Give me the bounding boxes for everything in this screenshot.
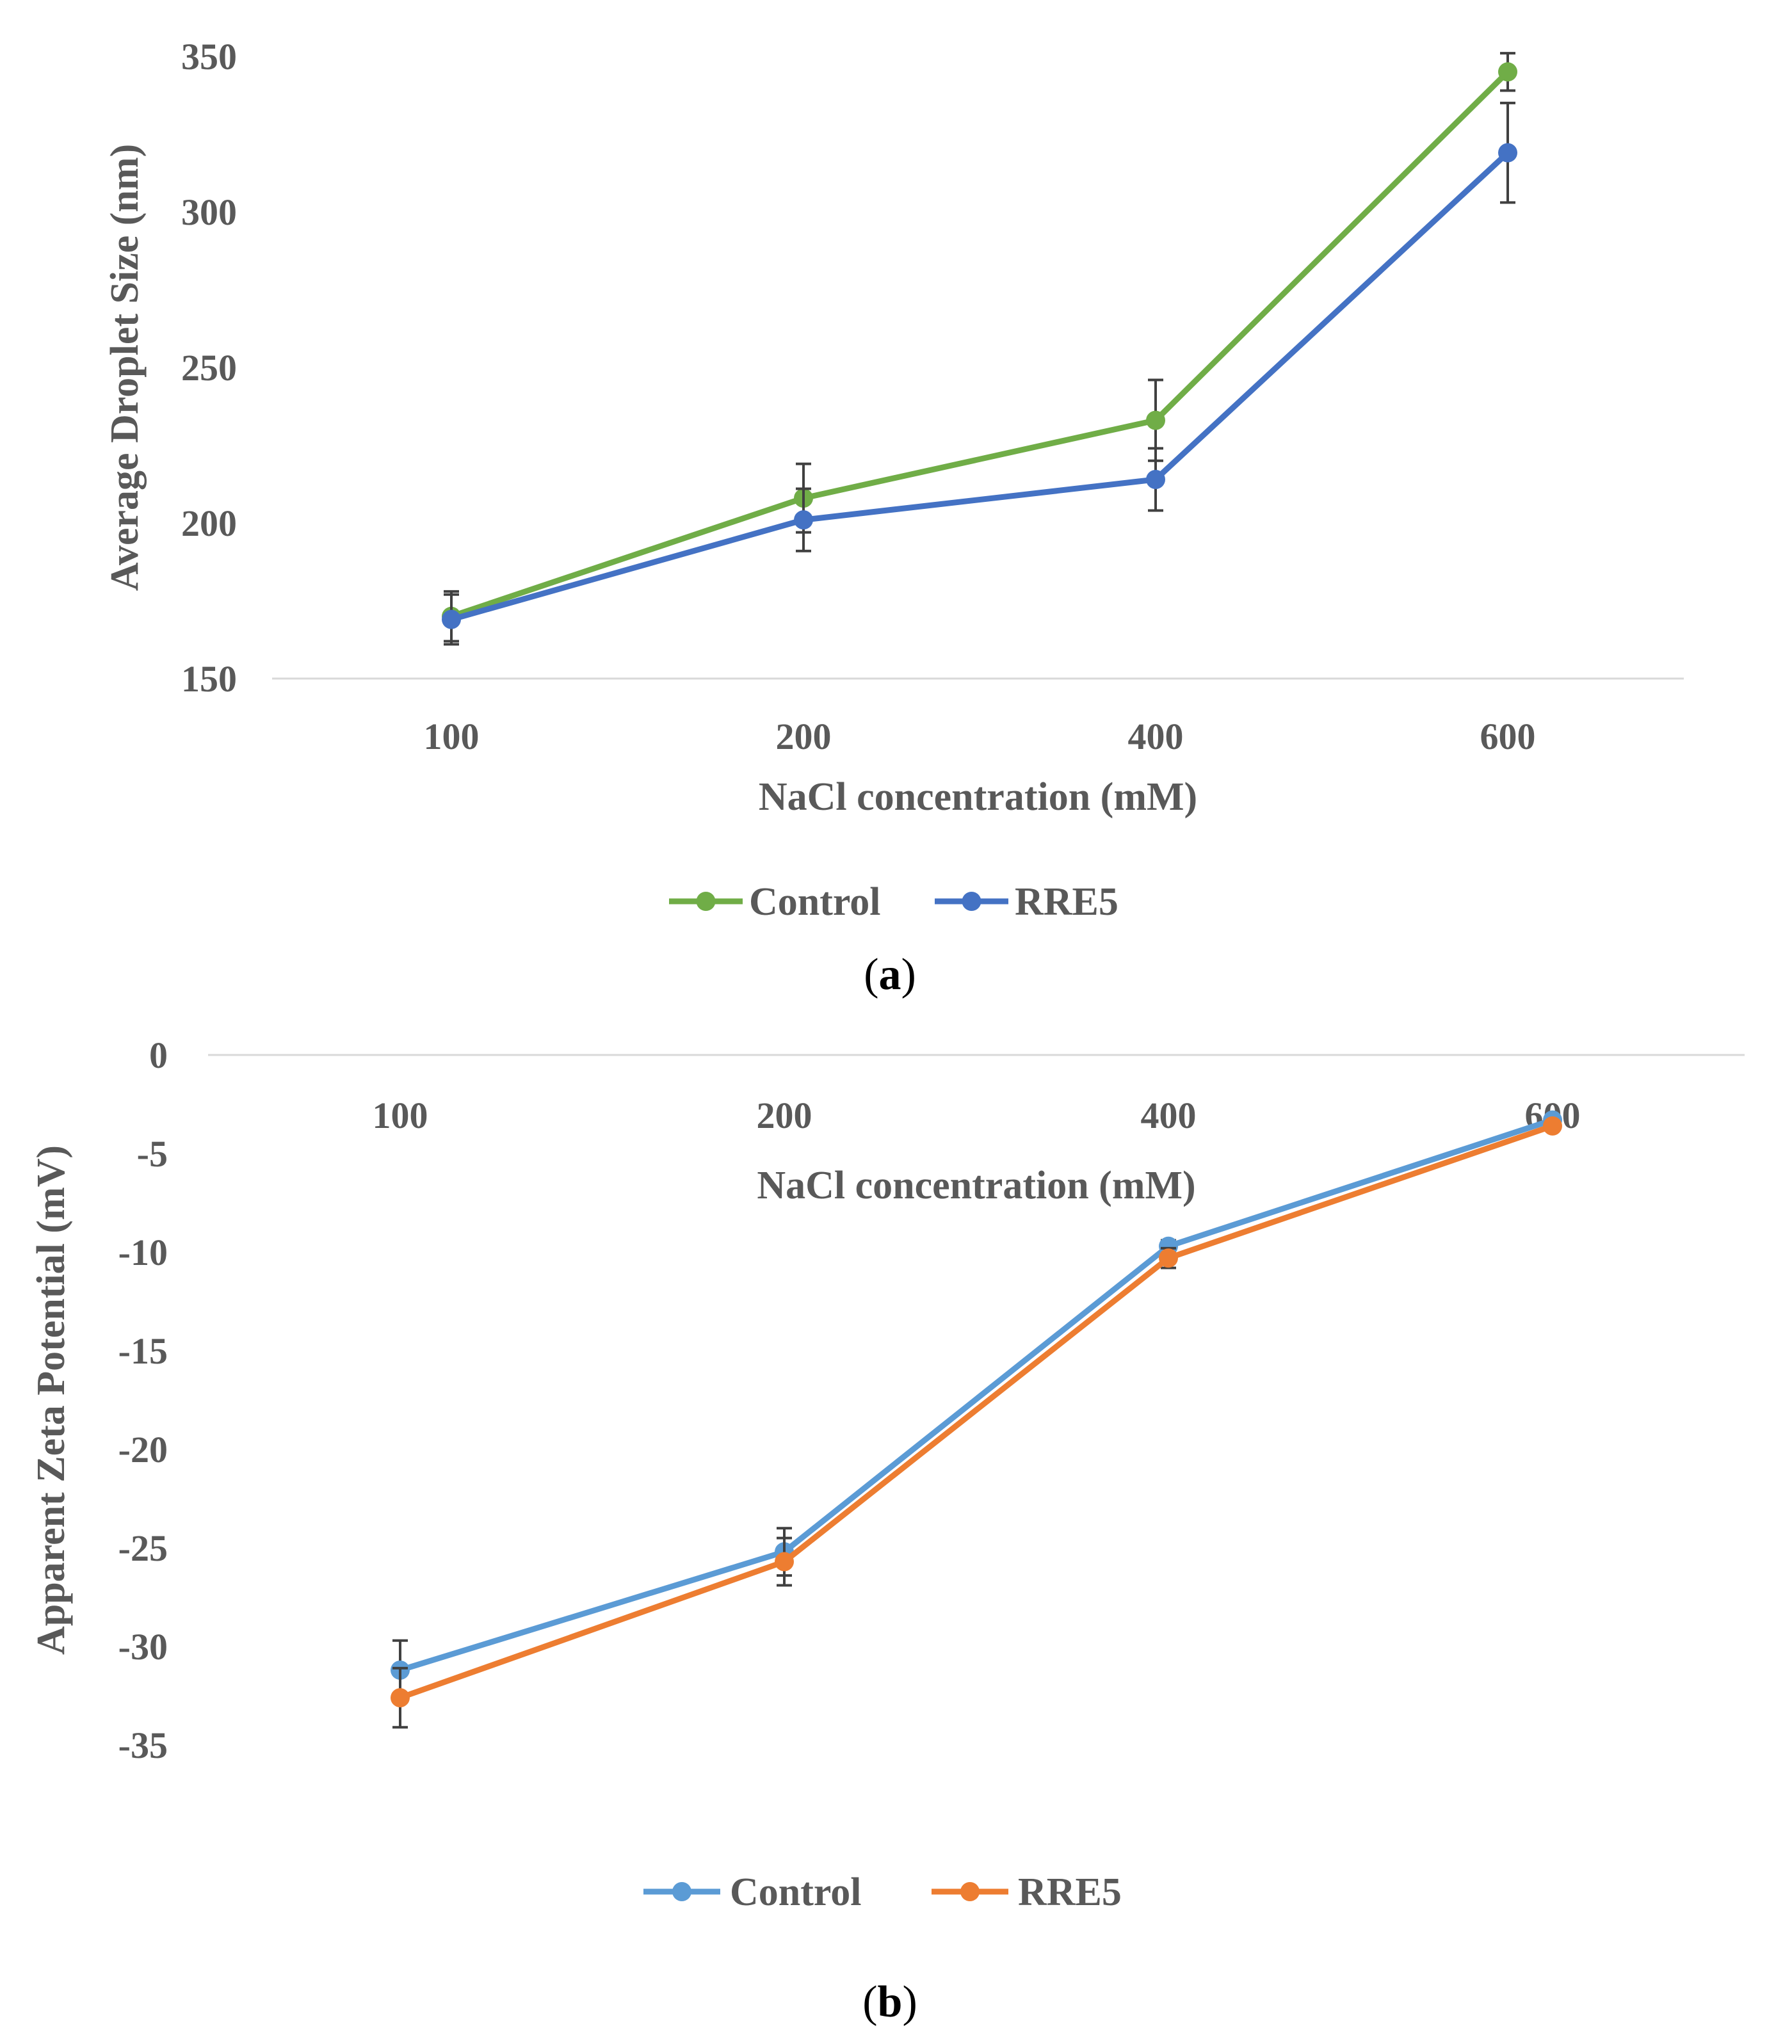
- legend-label: RRE5: [1018, 1871, 1122, 1914]
- data-point: [1543, 1116, 1562, 1136]
- x-tick-label: 200: [776, 716, 832, 757]
- x-tick-label: 100: [373, 1095, 428, 1136]
- legend-marker: [960, 1882, 980, 1901]
- y-tick-label: -30: [118, 1626, 168, 1668]
- series-rre5: [442, 101, 1517, 646]
- y-axis-title: Average Droplet Size (nm): [103, 144, 147, 591]
- legend-item-control: Control: [669, 880, 881, 924]
- series-line: [399, 1117, 1554, 1673]
- y-tick-label: 300: [181, 191, 237, 233]
- legend-item-rre5: RRE5: [932, 1871, 1122, 1914]
- y-tick-label: -10: [118, 1232, 168, 1273]
- chart-b-zeta-potential: 0-5-10-15-20-25-30-35100200400600NaCl co…: [29, 1034, 1745, 1914]
- legend-label: Control: [730, 1871, 862, 1914]
- x-tick-label: 100: [424, 716, 480, 757]
- y-tick-label: -15: [118, 1330, 168, 1372]
- y-tick-label: -20: [118, 1429, 168, 1470]
- y-tick-label: -5: [137, 1133, 168, 1175]
- series-line: [399, 1123, 1554, 1701]
- y-tick-label: 250: [181, 347, 237, 389]
- data-point: [1498, 62, 1517, 82]
- x-tick-label: 400: [1141, 1095, 1197, 1136]
- y-tick-label: -35: [118, 1725, 168, 1766]
- y-tick-label: 200: [181, 503, 237, 544]
- legend-marker: [672, 1882, 691, 1901]
- data-point: [442, 609, 461, 629]
- legend-item-rre5: RRE5: [935, 880, 1118, 924]
- data-point: [1498, 143, 1517, 163]
- y-tick-label: 150: [181, 658, 237, 700]
- chart-a-droplet-size: 150 200 250 300 350 100 200 400 600 NaCl concentr…: [103, 36, 1684, 924]
- legend-item-control: Control: [643, 1871, 862, 1914]
- data-point: [1159, 1248, 1178, 1268]
- x-axis-title: NaCl concentration (mM): [757, 1164, 1195, 1207]
- data-point: [775, 1552, 794, 1572]
- data-point: [1146, 410, 1165, 430]
- x-tick-label: 600: [1480, 716, 1536, 757]
- x-tick-label: 200: [757, 1095, 812, 1136]
- data-point: [391, 1688, 410, 1708]
- data-point: [794, 510, 813, 530]
- legend-marker: [962, 892, 981, 911]
- legend-marker: [696, 892, 716, 911]
- series-line: [450, 150, 1510, 622]
- y-axis-title: Apparent Zeta Potential (mV): [29, 1145, 73, 1655]
- legend-label: RRE5: [1015, 880, 1118, 924]
- x-tick-label: 400: [1128, 716, 1184, 757]
- series-line: [450, 70, 1510, 620]
- y-tick-label: -25: [118, 1527, 168, 1569]
- data-point: [1146, 469, 1165, 489]
- legend-label: Control: [749, 880, 881, 924]
- y-tick-label: 350: [181, 36, 237, 77]
- panel-label-a: (a): [864, 950, 916, 999]
- x-axis-title: NaCl concentration (mM): [759, 775, 1197, 819]
- y-tick-label: 0: [149, 1034, 168, 1076]
- panel-label-b: (b): [862, 1977, 917, 2027]
- series-rre5: [391, 1116, 1562, 1729]
